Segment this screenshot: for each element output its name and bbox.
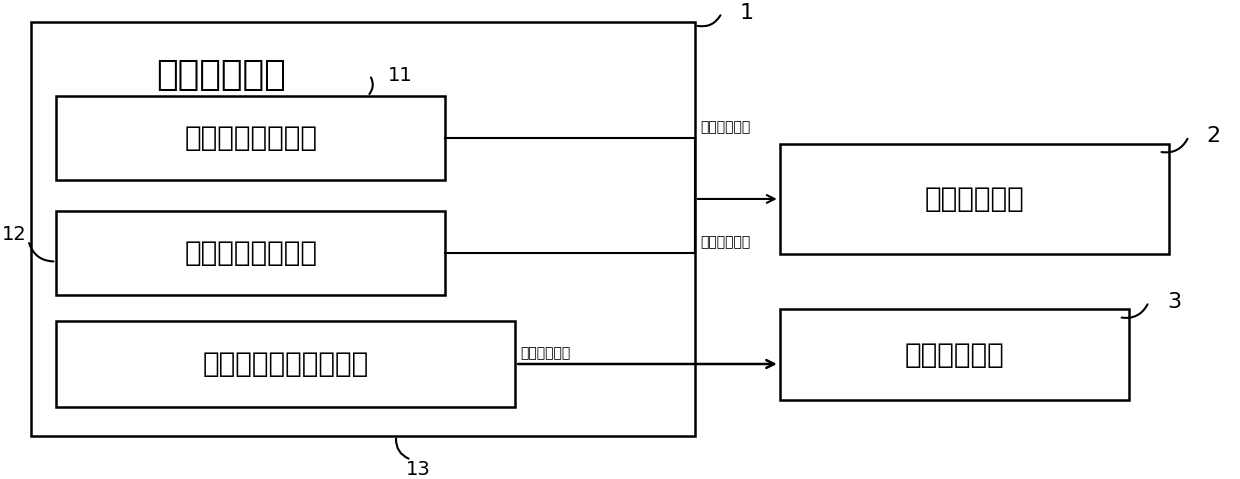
- Bar: [780, 309, 1128, 400]
- Text: 第一输出信号: 第一输出信号: [699, 120, 750, 135]
- Text: 1: 1: [740, 3, 754, 23]
- Text: 第二控制信号输出模块: 第二控制信号输出模块: [202, 350, 368, 378]
- Bar: [56, 96, 445, 180]
- Text: 第二输出信号: 第二输出信号: [699, 235, 750, 249]
- Bar: [780, 144, 1169, 254]
- Text: 12: 12: [1, 225, 26, 244]
- Text: 第一逻辑延时模块: 第一逻辑延时模块: [185, 124, 317, 152]
- Bar: [31, 23, 694, 436]
- Bar: [56, 321, 516, 407]
- Text: 第二控制模块: 第二控制模块: [904, 341, 1004, 369]
- Text: 11: 11: [388, 66, 412, 85]
- Text: 3: 3: [1167, 292, 1180, 312]
- Text: 钳位控制电路: 钳位控制电路: [924, 185, 1024, 213]
- Text: 2: 2: [1207, 126, 1221, 146]
- Text: 第二逻辑延时模块: 第二逻辑延时模块: [185, 239, 317, 267]
- Text: 第二控制信号: 第二控制信号: [521, 346, 570, 360]
- Text: 逻辑延时电路: 逻辑延时电路: [156, 58, 285, 92]
- Bar: [56, 211, 445, 295]
- Text: 13: 13: [407, 460, 432, 479]
